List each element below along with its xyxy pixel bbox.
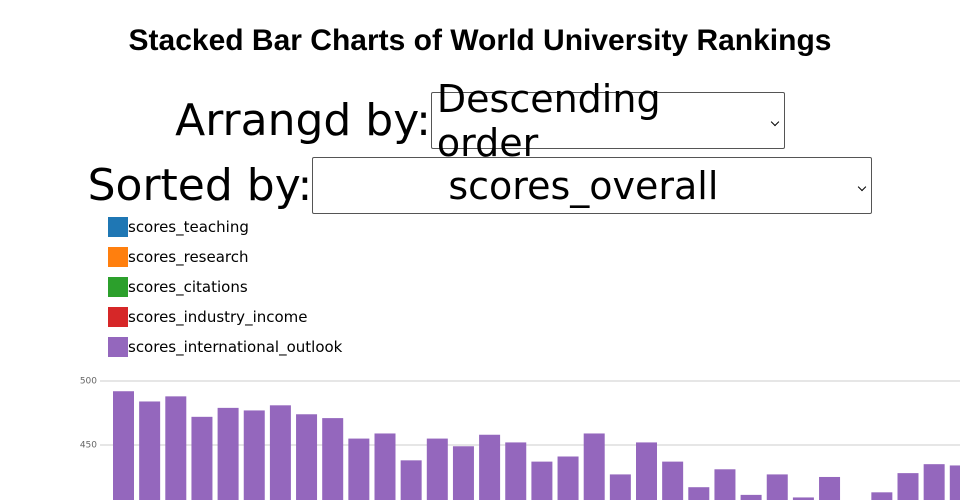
bar <box>165 396 187 500</box>
bar <box>871 492 893 500</box>
bar <box>949 465 960 500</box>
bar <box>479 434 501 500</box>
legend-item: scores_citations <box>108 277 248 297</box>
legend-label: scores_research <box>128 248 249 266</box>
bar <box>400 460 422 500</box>
legend-item: scores_research <box>108 247 249 267</box>
bar <box>897 473 919 500</box>
bar <box>740 494 762 500</box>
legend-swatch <box>108 337 128 357</box>
bar <box>217 407 239 500</box>
legend-swatch <box>108 277 128 297</box>
sort-row: Sorted by: scores_overall <box>0 157 960 214</box>
legend-label: scores_industry_income <box>128 308 308 326</box>
bar <box>322 418 344 500</box>
bar <box>243 410 265 500</box>
bar <box>531 461 553 500</box>
legend-swatch <box>108 247 128 267</box>
bar <box>113 391 134 500</box>
bar <box>819 476 841 500</box>
sort-select[interactable]: scores_overall <box>312 157 873 214</box>
bar <box>714 469 736 500</box>
bar <box>139 401 161 500</box>
legend-swatch <box>108 307 128 327</box>
bar <box>505 442 527 500</box>
legend-swatch <box>108 217 128 237</box>
bar <box>296 414 318 500</box>
arrange-row: Arrangd by: Descending order <box>0 77 960 165</box>
arrange-label: Arrangd by: <box>175 95 431 146</box>
legend-label: scores_citations <box>128 278 248 296</box>
bar <box>452 446 474 500</box>
y-tick-label: 500 <box>80 377 97 387</box>
bar <box>374 433 396 500</box>
legend-label: scores_teaching <box>128 218 249 236</box>
bar <box>426 438 448 500</box>
bar <box>923 464 945 500</box>
bar <box>609 474 631 500</box>
bar <box>636 442 657 500</box>
legend-label: scores_international_outlook <box>128 338 343 356</box>
bar <box>557 456 579 500</box>
sort-label: Sorted by: <box>87 160 313 211</box>
page-title: Stacked Bar Charts of World University R… <box>128 24 832 57</box>
bar <box>688 487 710 500</box>
bar <box>662 461 684 500</box>
legend-item: scores_teaching <box>108 217 249 237</box>
bar <box>269 405 291 500</box>
bar <box>766 474 788 500</box>
bar <box>191 416 213 500</box>
legend-item: scores_industry_income <box>108 307 308 327</box>
bar <box>583 433 605 500</box>
bar <box>792 497 814 500</box>
legend-item: scores_international_outlook <box>108 337 342 357</box>
y-tick-label: 450 <box>80 440 97 450</box>
bar <box>348 438 370 500</box>
arrange-select[interactable]: Descending order <box>430 77 785 165</box>
